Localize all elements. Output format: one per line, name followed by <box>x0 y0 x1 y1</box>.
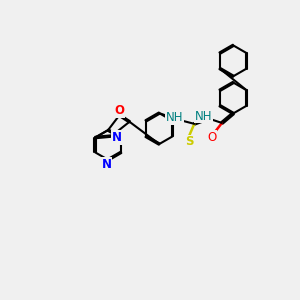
Text: NH: NH <box>166 111 183 124</box>
Text: O: O <box>208 131 217 144</box>
Text: S: S <box>185 135 193 148</box>
Text: N: N <box>112 131 122 144</box>
Text: N: N <box>102 158 112 171</box>
Text: O: O <box>114 104 124 117</box>
Text: NH: NH <box>194 110 212 123</box>
